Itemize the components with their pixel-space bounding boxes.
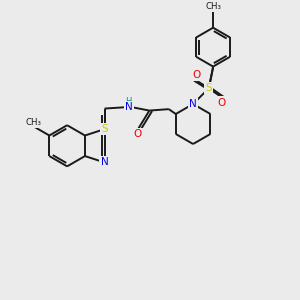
Text: S: S xyxy=(101,124,108,134)
Text: O: O xyxy=(217,98,225,108)
Text: N: N xyxy=(125,102,133,112)
Text: O: O xyxy=(134,129,142,139)
Text: O: O xyxy=(192,70,201,80)
Text: N: N xyxy=(189,99,197,109)
Text: CH₃: CH₃ xyxy=(205,2,221,11)
Text: S: S xyxy=(206,83,212,93)
Text: CH₃: CH₃ xyxy=(25,118,41,127)
Text: H: H xyxy=(126,98,132,106)
Text: N: N xyxy=(100,158,108,167)
